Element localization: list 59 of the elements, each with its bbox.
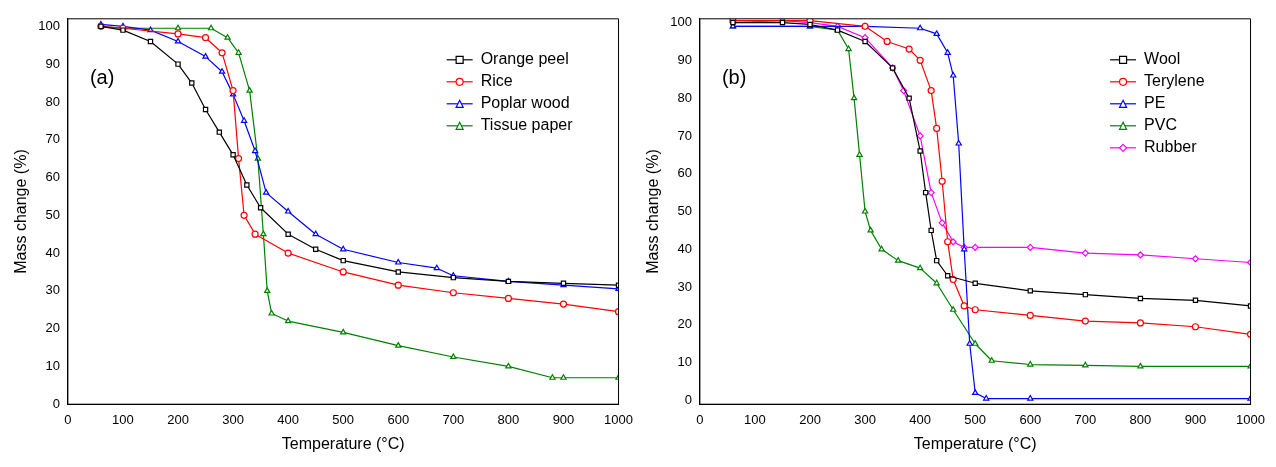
y-tick-label: 20 [45, 320, 60, 336]
legend-label: PVC [1144, 116, 1177, 134]
y-tick-label: 40 [45, 244, 60, 260]
x-tick-label: 500 [332, 411, 355, 427]
x-tick-label: 900 [552, 411, 575, 427]
x-axis-title: Temperature (°C) [913, 434, 1037, 452]
x-tick-label: 700 [442, 411, 465, 427]
annotation: (a) [89, 66, 115, 89]
y-tick-label: 30 [45, 282, 60, 298]
legend-label: Rubber [1144, 138, 1198, 156]
legend-label: Wool [1144, 50, 1181, 68]
x-tick-label: 600 [1019, 411, 1042, 427]
y-tick-label: 100 [38, 17, 60, 33]
legend-label: Orange peel [480, 50, 569, 68]
y-tick-label: 50 [677, 203, 692, 219]
x-tick-label: 100 [744, 411, 766, 427]
y-tick-label: 60 [677, 165, 692, 181]
legend-label: Terylene [1144, 72, 1205, 90]
y-tick-label: 0 [684, 392, 692, 407]
y-tick-label: 70 [677, 127, 692, 143]
legend-label: Poplar wood [480, 94, 570, 112]
x-tick-label: 200 [167, 411, 189, 427]
y-tick-label: 80 [677, 89, 692, 105]
x-axis-title: Temperature (°C) [281, 434, 405, 452]
x-tick-label: 300 [222, 411, 244, 427]
x-tick-label: 400 [277, 411, 299, 427]
x-tick-label: 400 [909, 411, 931, 427]
y-tick-label: 100 [670, 14, 692, 30]
y-tick-label: 80 [45, 93, 60, 109]
x-tick-label: 1000 [604, 411, 633, 427]
y-tick-label: 70 [45, 131, 60, 147]
y-tick-label: 90 [45, 55, 60, 71]
x-tick-label: 300 [854, 411, 876, 427]
x-tick-label: 500 [964, 411, 987, 427]
x-tick-label: 0 [64, 411, 72, 427]
x-tick-label: 700 [1074, 411, 1097, 427]
legend-label: Tissue paper [480, 116, 574, 134]
x-tick-label: 800 [1129, 411, 1152, 427]
legend-label: Rice [480, 72, 513, 90]
y-tick-label: 10 [677, 354, 692, 370]
y-tick-label: 0 [52, 395, 60, 411]
y-tick-label: 50 [45, 206, 60, 222]
y-tick-label: 60 [45, 169, 60, 185]
y-tick-label: 20 [677, 316, 692, 332]
y-tick-label: 10 [45, 357, 60, 373]
x-tick-label: 1000 [1236, 411, 1265, 427]
x-tick-label: 100 [112, 411, 134, 427]
x-tick-label: 600 [387, 411, 410, 427]
y-axis-title: Mass change (%) [644, 149, 662, 274]
legend-label: PE [1144, 94, 1166, 112]
annotation: (b) [721, 66, 747, 89]
x-tick-label: 200 [799, 411, 821, 427]
y-tick-label: 40 [677, 240, 692, 256]
y-tick-label: 90 [677, 51, 692, 67]
y-axis-title: Mass change (%) [12, 149, 30, 274]
x-tick-label: 800 [497, 411, 520, 427]
x-tick-label: 900 [1184, 411, 1207, 427]
x-tick-label: 0 [696, 411, 704, 427]
y-tick-label: 30 [677, 278, 692, 294]
